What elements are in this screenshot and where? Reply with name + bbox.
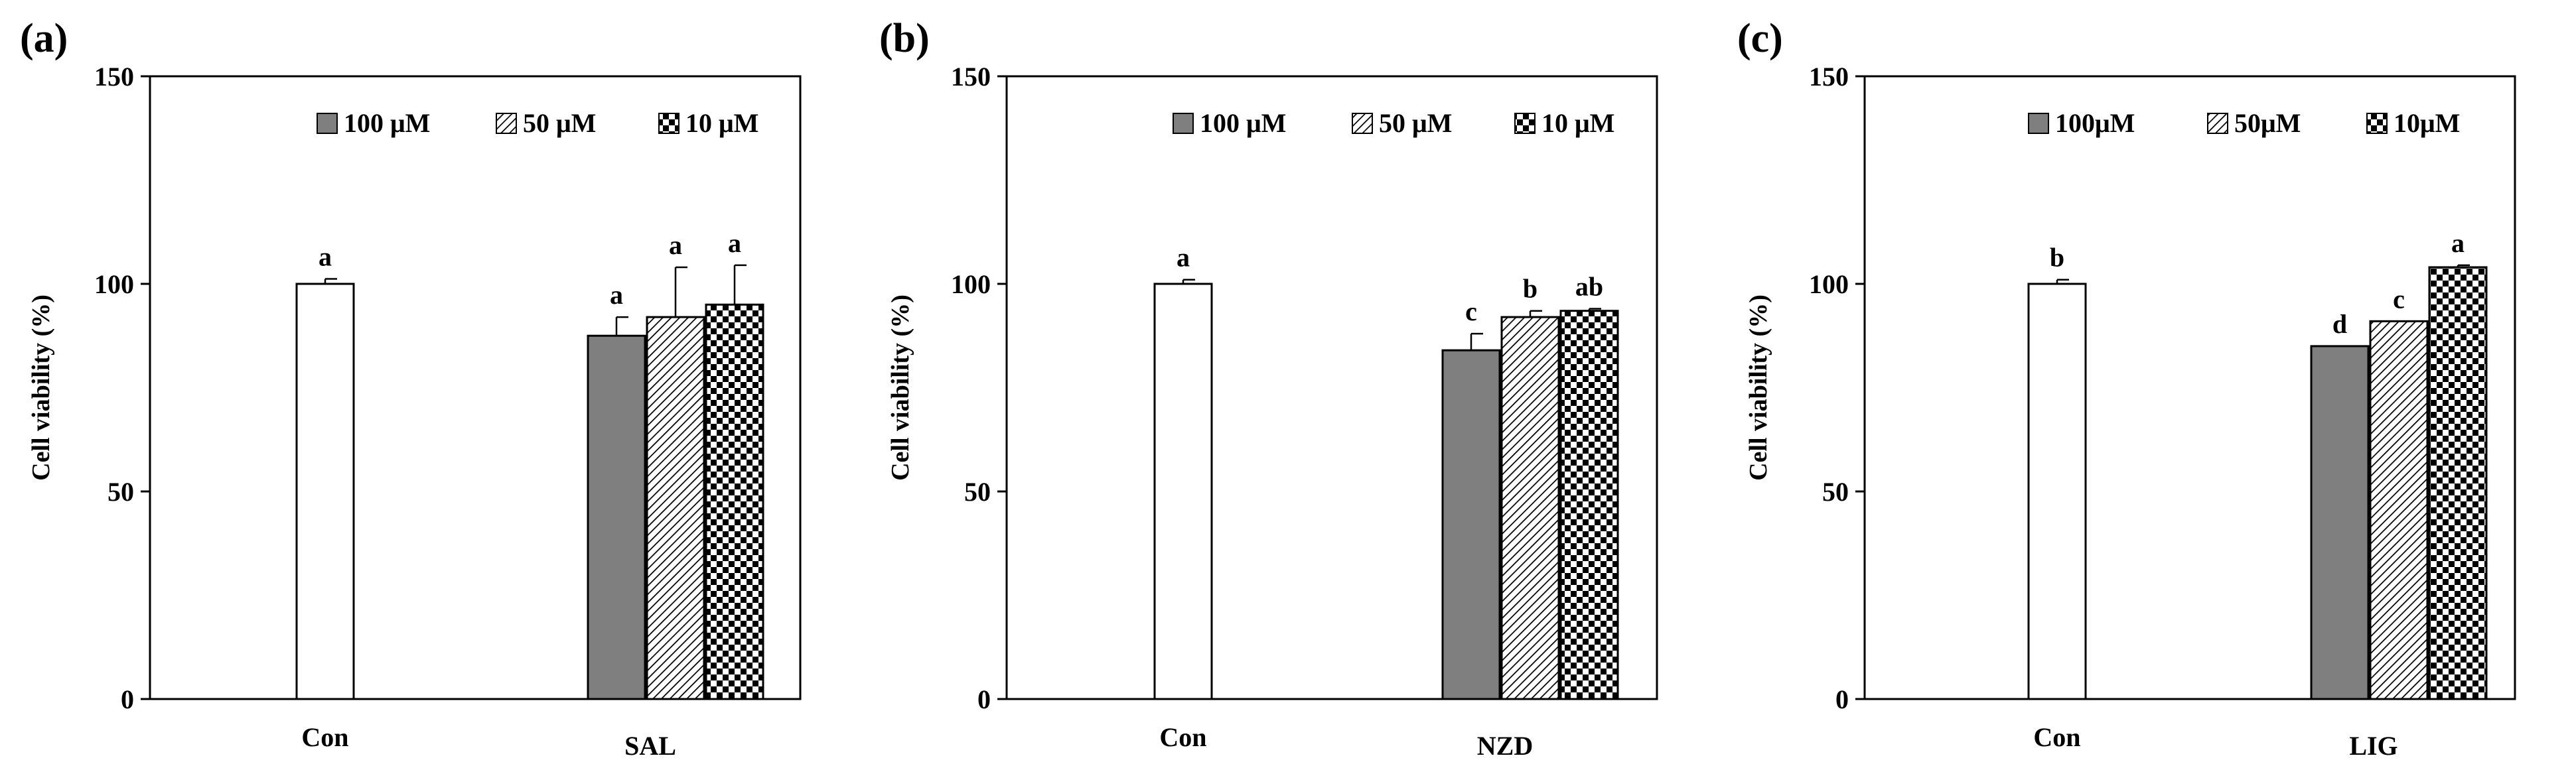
legend-label: 100 μM xyxy=(344,108,430,138)
x-category-label: Con xyxy=(1159,722,1206,752)
significance-letter: c xyxy=(2393,284,2405,314)
y-tick-label: 50 xyxy=(1822,477,1849,507)
y-tick-label: 0 xyxy=(977,684,991,714)
bar-1 xyxy=(2310,345,2370,700)
significance-letter: a xyxy=(319,241,332,271)
bar-control xyxy=(1153,283,1213,700)
significance-letter: d xyxy=(2332,309,2347,339)
y-tick-label: 0 xyxy=(1835,684,1849,714)
x-category-label: Con xyxy=(2033,722,2080,752)
y-axis-label: Cell viability (%) xyxy=(1745,294,1772,481)
plot-frame xyxy=(1863,75,2516,700)
legend-swatch xyxy=(1352,113,1373,134)
x-category-label: NZD xyxy=(1477,731,1533,761)
y-tick-label: 50 xyxy=(107,477,134,507)
x-category-label: Con xyxy=(301,722,348,752)
significance-letter: a xyxy=(728,228,741,258)
significance-letter: c xyxy=(1465,296,1477,326)
legend-swatch xyxy=(2028,113,2049,134)
legend-swatch xyxy=(317,113,338,134)
legend-swatch xyxy=(496,113,517,134)
significance-letter: a xyxy=(2451,228,2465,258)
significance-letter: a xyxy=(1177,243,1190,273)
legend-label: 50μM xyxy=(2234,108,2301,138)
panel-label: (c) xyxy=(1737,16,1783,61)
y-tick-label: 50 xyxy=(964,477,991,507)
legend-swatch xyxy=(1173,113,1194,134)
y-axis-label: Cell viability (%) xyxy=(887,294,914,481)
y-tick-label: 150 xyxy=(951,62,991,92)
legend-label: 50 μM xyxy=(1379,108,1452,138)
bar-1 xyxy=(1441,349,1501,700)
panel-label: (b) xyxy=(879,16,930,61)
bar-control xyxy=(295,283,355,700)
y-axis-label: Cell viability (%) xyxy=(27,294,55,481)
bar-2 xyxy=(646,316,705,700)
bar-control xyxy=(2027,283,2087,700)
legend-label: 50 μM xyxy=(523,108,596,138)
significance-letter: a xyxy=(610,280,623,310)
x-category-label: LIG xyxy=(2349,731,2397,761)
legend-swatch xyxy=(2366,113,2388,134)
x-category-label: SAL xyxy=(624,731,676,761)
y-tick-label: 100 xyxy=(94,269,134,299)
bar-2 xyxy=(1500,316,1560,700)
y-tick-label: 150 xyxy=(1809,62,1849,92)
bar-1 xyxy=(587,334,646,700)
y-tick-label: 100 xyxy=(951,269,991,299)
y-tick-label: 0 xyxy=(121,684,134,714)
legend-swatch xyxy=(1514,113,1536,134)
significance-letter: b xyxy=(2050,243,2064,273)
legend-swatch xyxy=(2207,113,2228,134)
legend-label: 10μM xyxy=(2394,108,2460,138)
legend-label: 100 μM xyxy=(1200,108,1286,138)
y-tick-label: 100 xyxy=(1809,269,1849,299)
plot-frame xyxy=(149,75,802,700)
bar-3 xyxy=(1559,310,1619,700)
legend-label: 10 μM xyxy=(685,108,758,138)
significance-letter: ab xyxy=(1575,272,1603,302)
significance-letter: a xyxy=(669,230,682,260)
legend-label: 10 μM xyxy=(1541,108,1614,138)
legend-swatch xyxy=(658,113,680,134)
panel-label: (a) xyxy=(20,16,68,61)
legend-label: 100μM xyxy=(2055,108,2135,138)
bar-2 xyxy=(2369,320,2429,700)
bar-3 xyxy=(2428,266,2488,700)
bar-3 xyxy=(705,303,764,700)
significance-letter: b xyxy=(1523,274,1538,304)
plot-frame xyxy=(1005,75,1658,700)
y-tick-label: 150 xyxy=(94,62,134,92)
